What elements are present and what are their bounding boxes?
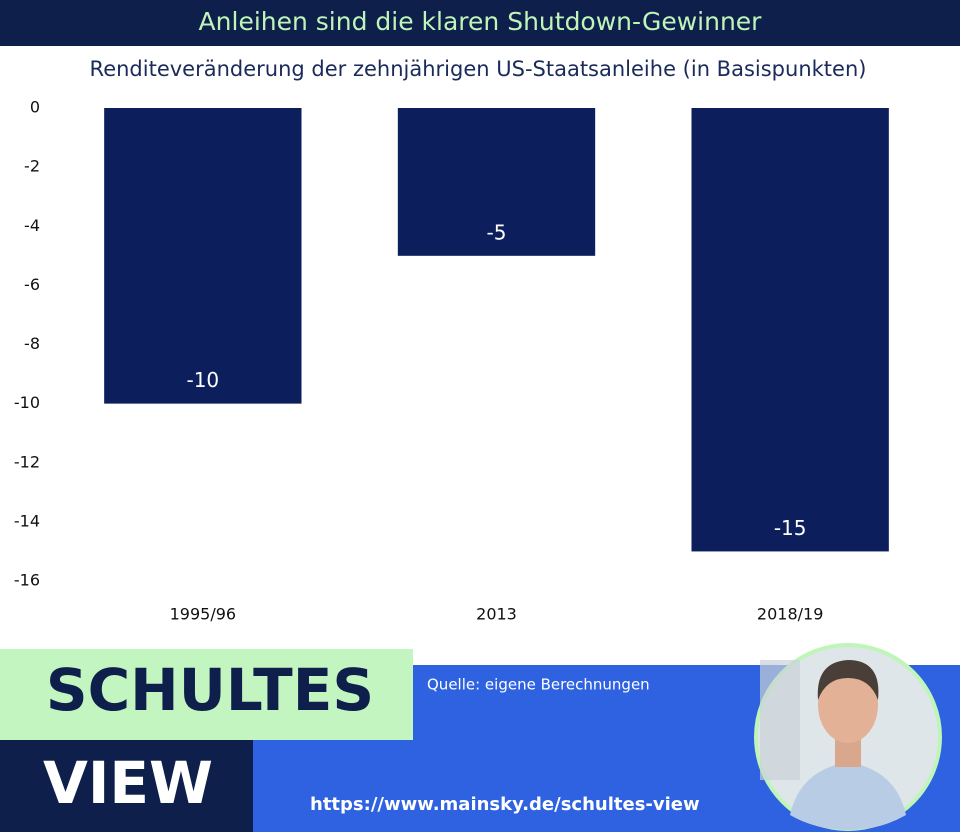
url: https://www.mainsky.de/schultes-view [310, 794, 700, 815]
brand-box [0, 649, 413, 740]
value-label: -15 [774, 516, 807, 540]
brand-text: VIEW [43, 749, 213, 817]
title-bar [0, 0, 960, 46]
bar [104, 108, 302, 404]
y-tick-label: -2 [24, 157, 40, 176]
value-label: -10 [186, 368, 219, 392]
bar [691, 108, 889, 552]
plot-area: 0 -2 -4 -6 -8 -10 -12 -14 -16 1995/96 -10 2013 -5 201… [14, 98, 889, 624]
y-tick-label: -6 [24, 275, 40, 294]
y-tick-label: -12 [14, 452, 40, 471]
value-label: -5 [487, 220, 507, 244]
bar [397, 108, 596, 256]
y-tick-label: -16 [14, 571, 40, 590]
x-tick-label: 1995/96 [170, 605, 236, 624]
y-tick-label: -14 [14, 511, 40, 530]
x-tick-label: 2018/19 [757, 605, 823, 624]
brand-text: SCHULTES [46, 656, 374, 724]
y-tick-label: -8 [24, 334, 40, 353]
y-tick-label: -4 [24, 216, 40, 235]
x-tick-label: 2013 [476, 605, 517, 624]
source-note: Quelle: eigene Berechnungen [427, 676, 650, 694]
y-tick-label: 0 [30, 98, 40, 117]
y-tick-label: -10 [14, 393, 40, 412]
portrait [754, 643, 942, 831]
chart-title: Anleihen sind die klaren Shutdown-Gewinn… [199, 7, 763, 36]
chart-subtitle: Renditeveränderung der zehnjährigen US-S… [90, 57, 867, 81]
brand-box [0, 740, 253, 832]
